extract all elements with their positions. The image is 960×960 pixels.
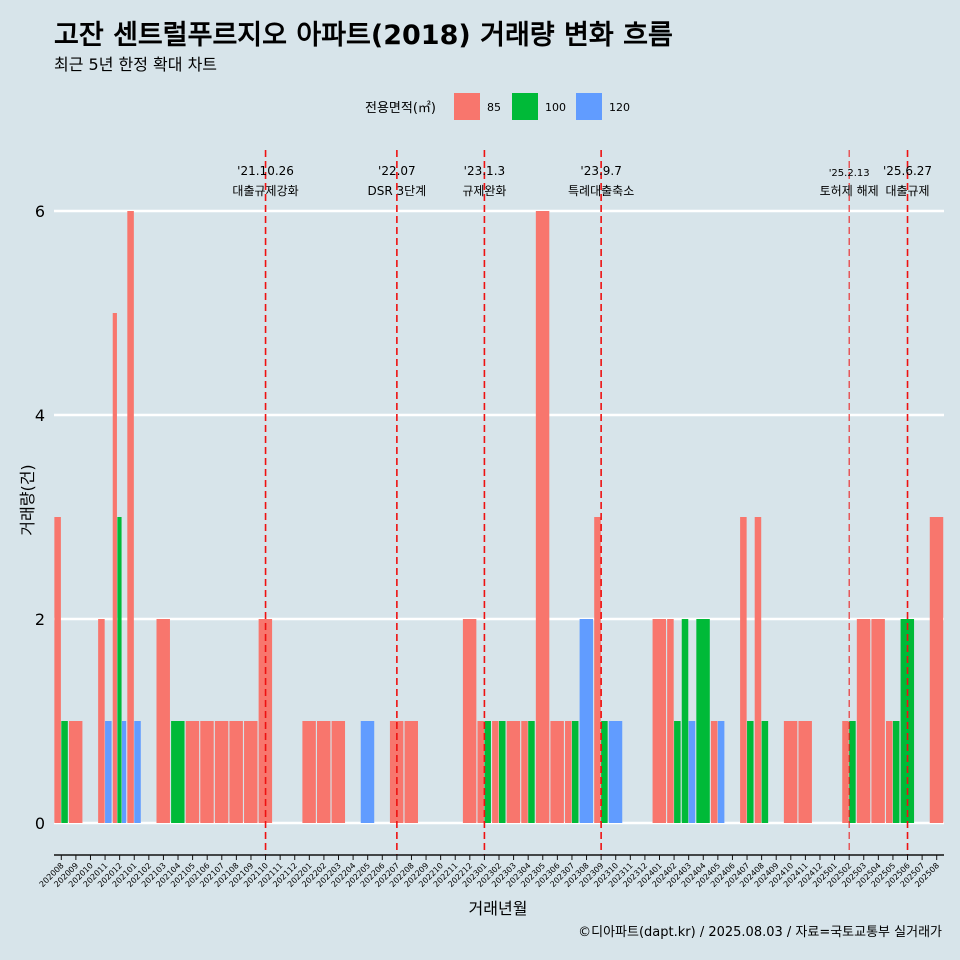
annotation-label-0: 대출규제강화 [232,184,298,198]
bar-202109-85 [244,721,258,823]
bar-202205-120 [360,721,375,823]
bar-202411-85 [798,721,812,823]
legend-label-85: 85 [487,101,501,114]
bar-202305-85 [535,211,550,823]
bar-202011-120 [105,721,112,823]
x-axis-label: 거래년월 [469,899,528,918]
bar-202202-85 [316,721,331,823]
bar-202508-85 [929,517,944,823]
bar-202405-85 [710,721,718,823]
bar-202307-100 [571,721,579,823]
bar-202301-100 [484,721,491,823]
bar-202310-120 [608,721,623,823]
bar-202410-85 [783,721,798,823]
bar-202012-85 [112,313,117,823]
bar-202104-100 [171,721,185,823]
bar-202502-85 [842,721,849,823]
bar-202401-85 [652,619,667,823]
annotation-date-1: '22.07 [378,164,416,178]
annotation-label-2: 규제완화 [462,184,506,198]
bar-202105-85 [185,721,200,823]
bar-202309-85 [594,517,601,823]
bar-202403-120 [688,721,696,823]
bar-202304-85 [521,721,528,823]
bar-202008-100 [61,721,68,823]
annotation-date-2: '23.1.3 [464,164,505,178]
annotation-label-1: DSR 3단계 [368,184,427,198]
legend-label-120: 120 [609,101,630,114]
annotation-label-3: 특례대출축소 [568,184,634,198]
bar-202308-120 [579,619,594,823]
bar-202404-100 [696,619,710,823]
chart-title: 고잔 센트럴푸르지오 아파트(2018) 거래량 변화 흐름 [54,20,673,51]
bar-202201-85 [302,721,316,823]
bar-202107-85 [214,721,229,823]
bar-202503-85 [856,619,871,823]
bar-202012-100 [117,517,122,823]
annotation-date-3: '23.9.7 [580,164,621,178]
bar-202103-85 [156,619,170,823]
bar-202302-100 [499,721,506,823]
bar-202405-120 [717,721,725,823]
bar-202307-85 [565,721,572,823]
y-axis: 0 2 4 6 [35,202,45,833]
bar-202101-120 [134,721,141,823]
bar-202009-85 [68,721,83,823]
bar-202212-85 [462,619,477,823]
bar-202407-85 [740,517,747,823]
bar-202108-85 [229,721,243,823]
annotation-date-0: '21.10.26 [237,164,294,178]
annotation-date-5: '25.6.27 [883,164,932,178]
chart-subtitle: 최근 5년 한정 확대 차트 [54,55,217,74]
y-tick-label: 2 [35,610,45,629]
bar-202505-85 [886,721,893,823]
annotation-lines: '21.10.26 대출규제강화 '22.07 DSR 3단계 '23.1.3 규제완화 '… [232,150,932,855]
bar-202309-100 [601,721,608,823]
legend: 전용면적(㎡) 85 100 120 [365,93,630,120]
bar-202110-85 [258,619,273,823]
bar-202505-100 [892,721,900,823]
bar-202012-120 [121,721,127,823]
bar-202407-100 [747,721,754,823]
legend-title: 전용면적(㎡) [365,101,436,116]
annotation-label-4: 토허제 해제 [820,184,879,198]
bar-202304-100 [528,721,535,823]
bar-202402-100 [674,721,681,823]
legend-label-100: 100 [545,101,566,114]
bar-202303-85 [506,721,521,823]
bar-202403-100 [681,619,689,823]
bar-202008-85 [54,517,61,823]
bar-202208-85 [404,721,418,823]
bar-202506-100 [900,619,915,823]
bar-202106-85 [200,721,214,823]
y-tick-label: 4 [35,406,45,425]
annotation-date-4: '25.2.13 [829,168,870,179]
legend-key-120 [576,93,602,120]
x-axis: 2020082020092020102020112020122021012021… [38,854,944,889]
caption: ©디아파트(dapt.kr) / 2025.08.03 / 자료=국토교통부 실… [578,925,942,940]
annotation-label-5: 대출규제 [885,184,929,198]
bar-202408-100 [761,721,769,823]
bar-202203-85 [331,721,346,823]
legend-key-100 [512,93,538,120]
bar-202301-85 [477,721,485,823]
bar-202402-85 [667,619,674,823]
bar-202101-85 [127,211,134,823]
y-tick-label: 6 [35,202,45,221]
bar-202306-85 [550,721,564,823]
y-axis-label: 거래량(건) [18,464,37,535]
y-tick-label: 0 [35,814,45,833]
bar-202504-85 [871,619,885,823]
bars [54,211,944,823]
bar-202302-85 [492,721,499,823]
bar-202408-85 [754,517,762,823]
legend-key-85 [454,93,480,120]
bar-202502-100 [849,721,856,823]
bar-202011-85 [98,619,105,823]
